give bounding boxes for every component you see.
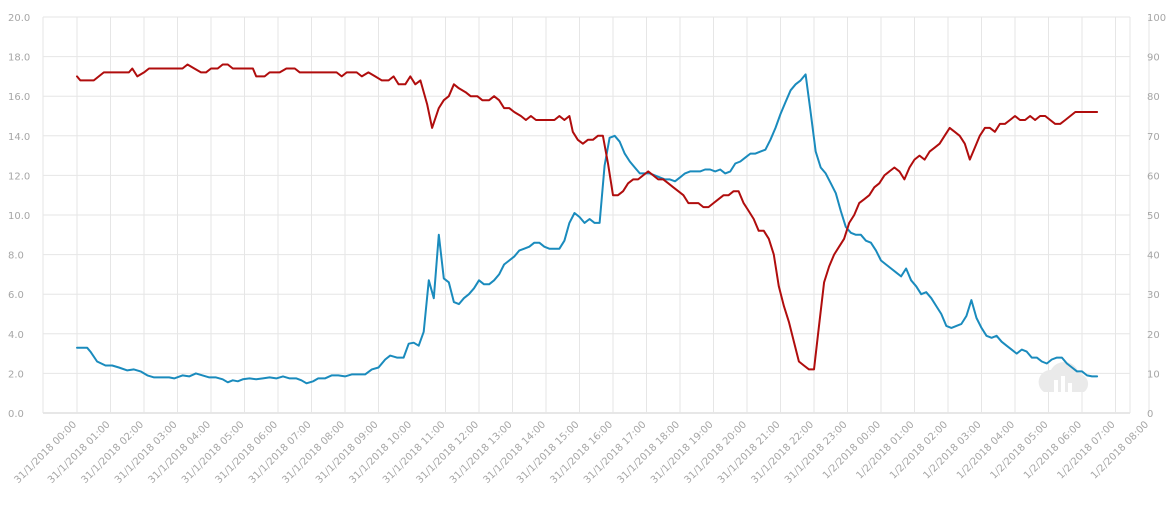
y-left-tick-label: 10.0 [8, 211, 30, 222]
x-tick-label: 31/1/2018 07:00 [247, 419, 314, 486]
series-group [76, 63, 1099, 385]
x-tick-label: 31/1/2018 18:00 [615, 419, 682, 486]
y-right-tick-label: 80 [1147, 92, 1160, 103]
y-left-tick-label: 18.0 [8, 53, 30, 64]
y-axis-right: 0 10 20 30 40 50 60 70 80 90 100 [1147, 13, 1166, 420]
x-tick-label: 1/2/2018 06:00 [1022, 419, 1084, 481]
y-right-tick-label: 20 [1147, 330, 1160, 341]
y-right-tick-label: 0 [1147, 409, 1153, 420]
x-tick-label: 1/2/2018 08:00 [1089, 419, 1151, 481]
y-right-tick-label: 100 [1147, 13, 1166, 24]
y-left-tick-label: 14.0 [8, 132, 30, 143]
y-right-tick-label: 60 [1147, 171, 1160, 182]
y-right-tick-label: 50 [1147, 211, 1160, 222]
x-tick-label: 1/2/2018 07:00 [1055, 419, 1117, 481]
y-left-tick-label: 20.0 [8, 13, 30, 24]
y-right-tick-label: 10 [1147, 369, 1160, 380]
y-left-tick-label: 4.0 [8, 330, 24, 341]
y-right-tick-label: 30 [1147, 290, 1160, 301]
series-line-red [76, 63, 1099, 371]
y-right-tick-label: 70 [1147, 132, 1160, 143]
x-tick-label: 31/1/2018 17:00 [582, 419, 649, 486]
y-axis-left: 0.0 2.0 4.0 6.0 8.0 10.0 12.0 14.0 16.0 18.0 20.0 [8, 13, 30, 420]
y-left-tick-label: 2.0 [8, 369, 24, 380]
x-tick-label: 31/1/2018 04:00 [146, 419, 213, 486]
x-tick-label: 31/1/2018 23:00 [783, 419, 850, 486]
x-tick-label: 31/1/2018 09:00 [314, 419, 381, 486]
x-tick-label: 31/1/2018 21:00 [716, 419, 783, 486]
x-tick-label: 31/1/2018 20:00 [682, 419, 749, 486]
x-tick-label: 31/1/2018 14:00 [481, 419, 548, 486]
y-left-tick-label: 8.0 [8, 251, 24, 262]
x-tick-label: 31/1/2018 10:00 [347, 419, 414, 486]
x-tick-label: 31/1/2018 22:00 [749, 419, 816, 486]
grid [42, 16, 1150, 414]
y-right-tick-label: 40 [1147, 251, 1160, 262]
x-tick-label: 1/2/2018 03:00 [921, 419, 983, 481]
y-left-tick-label: 6.0 [8, 290, 24, 301]
x-tick-label: 1/2/2018 05:00 [988, 419, 1050, 481]
x-tick-label: 31/1/2018 01:00 [46, 419, 113, 486]
x-tick-label: 31/1/2018 08:00 [280, 419, 347, 486]
y-right-tick-label: 90 [1147, 53, 1160, 64]
x-tick-label: 1/2/2018 04:00 [955, 419, 1017, 481]
x-tick-label: 31/1/2018 02:00 [79, 419, 146, 486]
x-tick-label: 31/1/2018 06:00 [213, 419, 280, 486]
x-tick-label: 31/1/2018 00:00 [12, 419, 79, 486]
x-tick-label: 1/2/2018 00:00 [821, 419, 883, 481]
x-tick-label: 31/1/2018 13:00 [448, 419, 515, 486]
x-tick-label: 31/1/2018 16:00 [548, 419, 615, 486]
y-left-tick-label: 16.0 [8, 92, 30, 103]
x-tick-label: 1/2/2018 02:00 [888, 419, 950, 481]
cloud-chart-icon [1038, 361, 1089, 392]
y-left-tick-label: 12.0 [8, 171, 30, 182]
x-tick-label: 31/1/2018 19:00 [649, 419, 716, 486]
x-tick-label: 31/1/2018 05:00 [180, 419, 247, 486]
x-tick-label: 31/1/2018 03:00 [113, 419, 180, 486]
x-tick-label: 1/2/2018 01:00 [854, 419, 916, 481]
series-line-blue [76, 73, 1099, 385]
x-tick-label: 31/1/2018 12:00 [414, 419, 481, 486]
x-tick-label: 31/1/2018 15:00 [515, 419, 582, 486]
x-tick-label: 31/1/2018 11:00 [381, 419, 448, 486]
y-left-tick-label: 0.0 [8, 409, 24, 420]
